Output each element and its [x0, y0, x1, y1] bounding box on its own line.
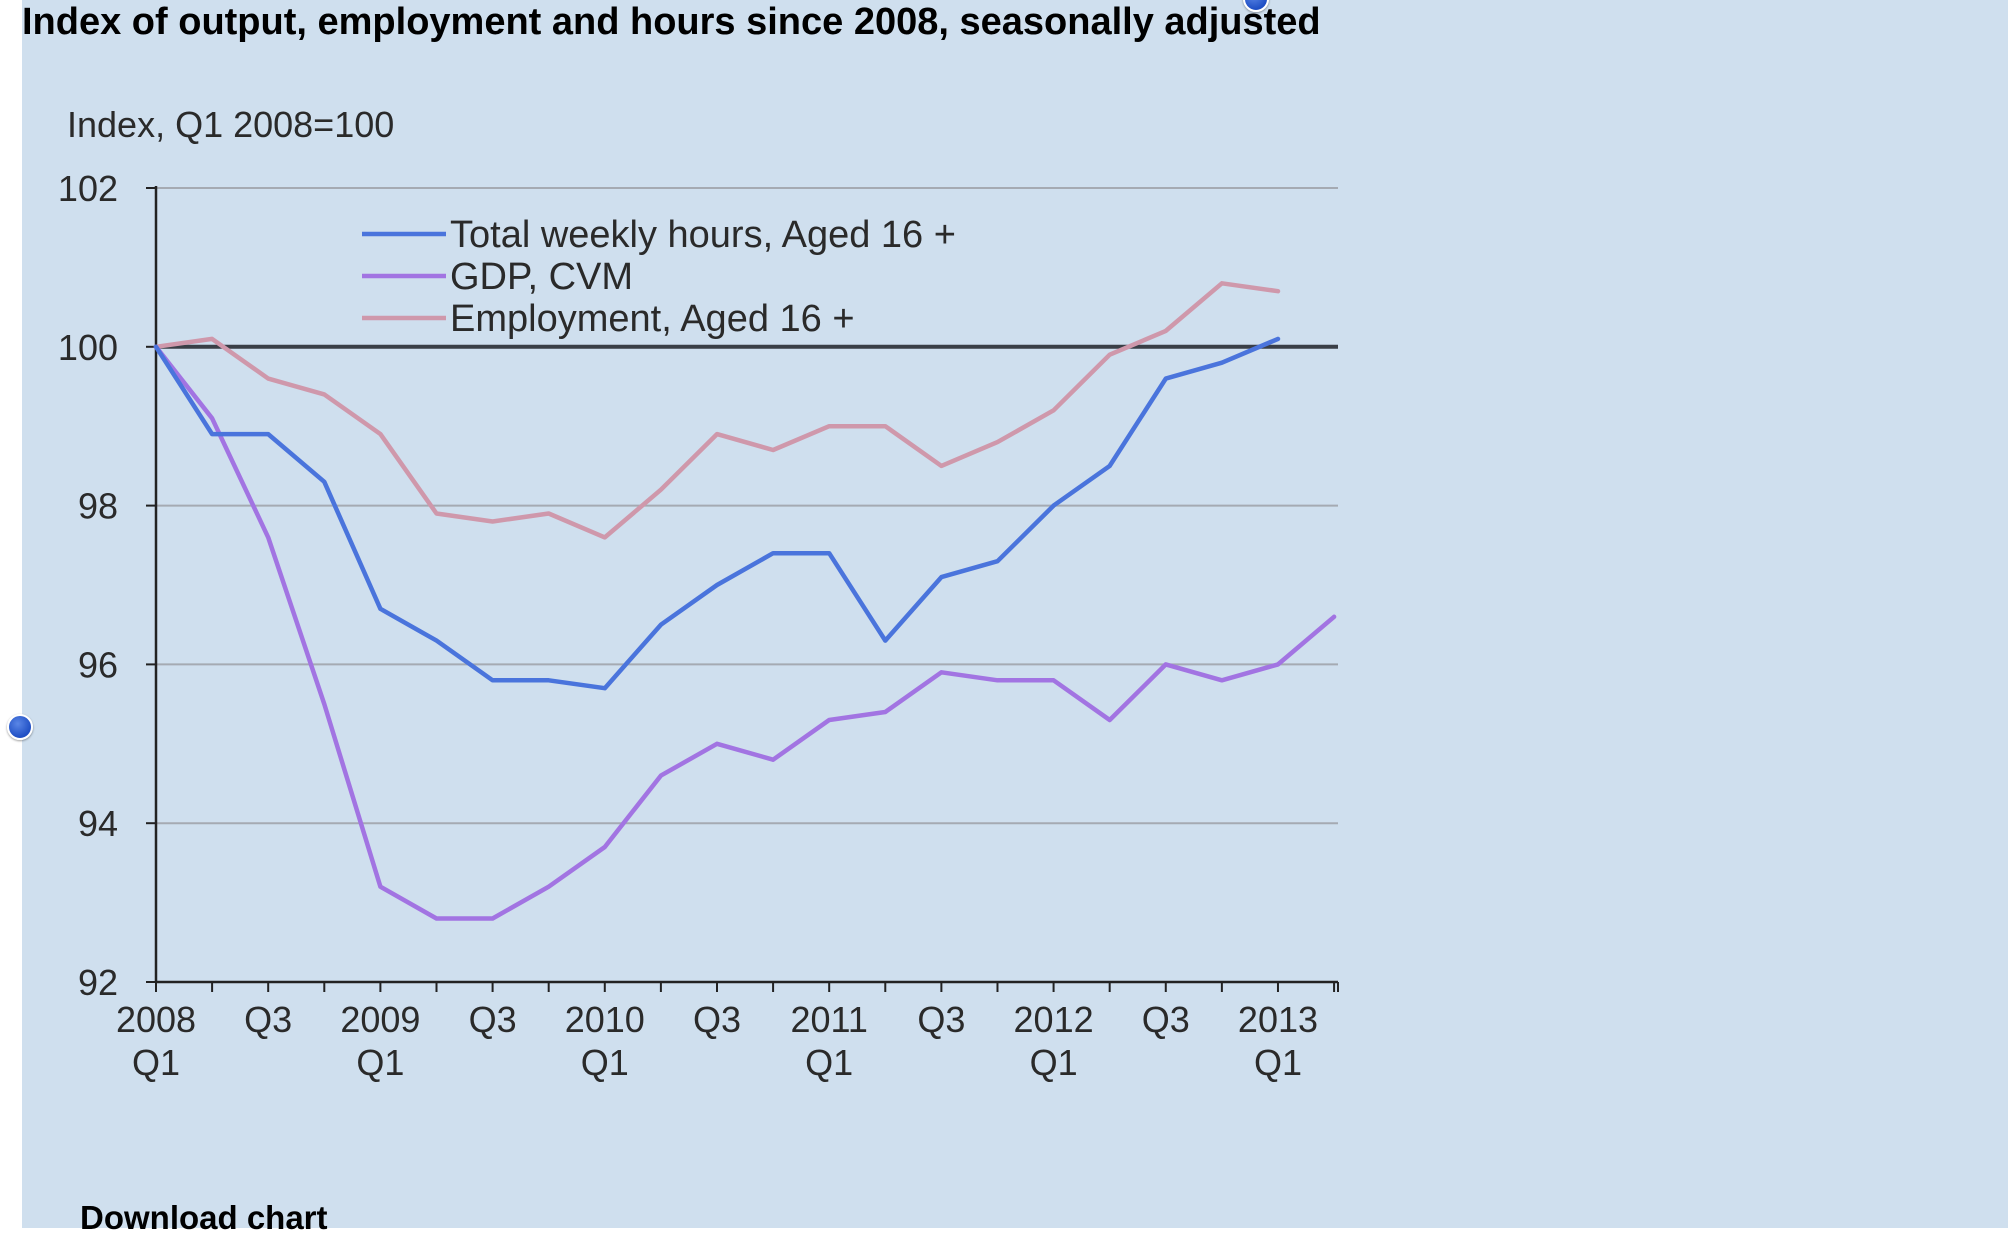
legend-label: Employment, Aged 16 + [450, 298, 855, 340]
x-tick-label: 2008 [116, 999, 196, 1040]
series-line-hours [153, 336, 1281, 691]
x-tick-label-sub: Q1 [1254, 1042, 1302, 1083]
page-title: Index of output, employment and hours si… [22, 1, 1321, 43]
x-tick-label: Q3 [244, 999, 292, 1040]
legend-label: Total weekly hours, Aged 16 + [450, 214, 956, 256]
x-tick-label-sub: Q1 [132, 1042, 180, 1083]
chart-panel [22, 0, 2008, 1228]
y-tick-label: 96 [78, 644, 118, 685]
x-tick-label: Q3 [469, 999, 517, 1040]
x-tick-label: 2010 [565, 999, 645, 1040]
y-tick-label: 98 [78, 486, 118, 527]
series-lines [153, 281, 1337, 921]
x-tick-label: Q3 [1142, 999, 1190, 1040]
x-tick-label-sub: Q1 [356, 1042, 404, 1083]
x-tick-label: 2009 [340, 999, 420, 1040]
series-line-employment [153, 281, 1281, 540]
x-tick-label: Q3 [917, 999, 965, 1040]
legend: Total weekly hours, Aged 16 +GDP, CVMEmp… [362, 214, 956, 340]
y-tick-label: 100 [58, 327, 118, 368]
axes [146, 186, 1339, 992]
x-tick-label: 2011 [790, 999, 867, 1040]
x-tick-label: 2013 [1238, 999, 1318, 1040]
y-tick-label: 92 [78, 962, 118, 1003]
x-tick-label-sub: Q1 [581, 1042, 629, 1083]
legend-label: GDP, CVM [450, 256, 633, 298]
y-tick-label: 94 [78, 803, 118, 844]
series-line-gdp [153, 344, 1337, 921]
x-tick-label-sub: Q1 [1030, 1042, 1078, 1083]
resize-handle-left[interactable] [7, 714, 33, 740]
download-chart-link[interactable]: Download chart [80, 1199, 328, 1236]
x-tick-label-sub: Q1 [805, 1042, 853, 1083]
y-tick-label: 102 [58, 168, 118, 209]
x-tick-label: 2012 [1014, 999, 1094, 1040]
y-axis-label: Index, Q1 2008=100 [67, 104, 394, 145]
x-tick-label: Q3 [693, 999, 741, 1040]
y-tick-labels: 92 94 96 98 100 102 [58, 168, 118, 1003]
